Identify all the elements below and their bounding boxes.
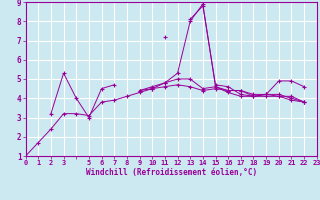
X-axis label: Windchill (Refroidissement éolien,°C): Windchill (Refroidissement éolien,°C) <box>86 168 257 177</box>
